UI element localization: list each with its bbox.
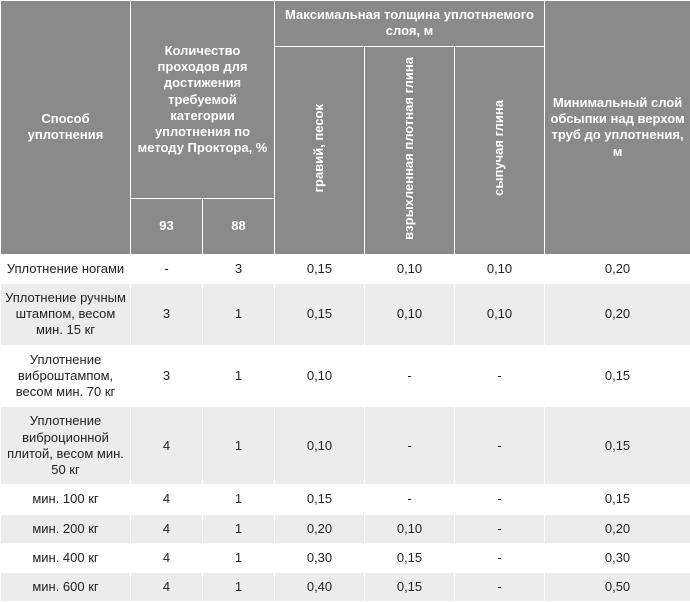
col-header-min-layer: Минимальный слой обсыпки над верхом труб… [545,1,690,255]
cell-gravel: 0,15 [275,283,365,345]
cell-gravel: 0,10 [275,407,365,485]
table-row: мин. 200 кг410,200,10-0,20 [1,514,690,543]
cell-min-layer: 0,30 [545,543,690,572]
cell-gravel: 0,10 [275,345,365,407]
cell-clay-flow: - [455,573,545,602]
cell-clay-flow: 0,10 [455,254,545,283]
cell-passes-88: 1 [203,283,275,345]
cell-method: Уплотнение ручным штампом, весом мин. 15… [1,283,131,345]
col-header-passes: Количество проходов для достижения требу… [131,1,275,199]
cell-gravel: 0,20 [275,514,365,543]
vertical-label: взрыхленная плотная глина [401,53,417,244]
cell-clay-flow: - [455,407,545,485]
cell-clay-loose: - [365,345,455,407]
cell-clay-loose: 0,15 [365,543,455,572]
cell-passes-93: 4 [131,573,203,602]
cell-clay-flow: - [455,543,545,572]
cell-min-layer: 0,20 [545,283,690,345]
cell-clay-loose: 0,10 [365,283,455,345]
vertical-label: гравий, песок [311,100,327,196]
cell-passes-88: 1 [203,407,275,485]
cell-clay-loose: 0,10 [365,514,455,543]
cell-clay-loose: 0,10 [365,254,455,283]
table-row: Уплотнение виброционной плитой, весом ми… [1,407,690,485]
cell-method: мин. 200 кг [1,514,131,543]
table-row: мин. 100 кг410,15--0,15 [1,485,690,514]
cell-passes-88: 1 [203,485,275,514]
cell-passes-93: 4 [131,485,203,514]
cell-passes-88: 1 [203,514,275,543]
cell-min-layer: 0,15 [545,485,690,514]
col-header-method: Способ уплотнения [1,1,131,255]
cell-gravel: 0,30 [275,543,365,572]
cell-clay-loose: - [365,407,455,485]
cell-passes-93: 4 [131,514,203,543]
cell-clay-flow: - [455,485,545,514]
table-row: мин. 400 кг410,300,15-0,30 [1,543,690,572]
col-subheader-clay-flow: сыпучая глина [455,46,545,254]
cell-gravel: 0,40 [275,573,365,602]
cell-passes-93: 4 [131,407,203,485]
cell-gravel: 0,15 [275,485,365,514]
cell-clay-flow: - [455,345,545,407]
cell-method: мин. 600 кг [1,573,131,602]
cell-min-layer: 0,50 [545,573,690,602]
cell-method: мин. 400 кг [1,543,131,572]
col-subheader-gravel: гравий, песок [275,46,365,254]
cell-passes-88: 1 [203,345,275,407]
cell-clay-loose: 0,15 [365,573,455,602]
table-row: Уплотнение ногами-30,150,100,100,20 [1,254,690,283]
cell-passes-93: - [131,254,203,283]
table-body: Уплотнение ногами-30,150,100,100,20Уплот… [1,254,690,602]
cell-passes-93: 3 [131,345,203,407]
col-header-thickness: Максимальная толщина уплотняемого слоя, … [275,1,545,47]
cell-clay-flow: 0,10 [455,283,545,345]
cell-min-layer: 0,20 [545,254,690,283]
cell-gravel: 0,15 [275,254,365,283]
cell-min-layer: 0,15 [545,345,690,407]
cell-min-layer: 0,20 [545,514,690,543]
cell-passes-88: 1 [203,573,275,602]
cell-min-layer: 0,15 [545,407,690,485]
cell-method: Уплотнение виброштампом, весом мин. 70 к… [1,345,131,407]
col-subheader-clay-loose: взрыхленная плотная глина [365,46,455,254]
cell-clay-loose: - [365,485,455,514]
cell-passes-93: 3 [131,283,203,345]
cell-method: Уплотнение ногами [1,254,131,283]
cell-clay-flow: - [455,514,545,543]
compaction-table: Способ уплотненияКоличество проходов для… [0,0,690,602]
table-row: Уплотнение ручным штампом, весом мин. 15… [1,283,690,345]
cell-passes-93: 4 [131,543,203,572]
cell-passes-88: 1 [203,543,275,572]
cell-passes-88: 3 [203,254,275,283]
col-subheader-88: 88 [203,199,275,254]
table-row: мин. 600 кг410,400,15-0,50 [1,573,690,602]
vertical-label: сыпучая глина [491,96,507,200]
table-row: Уплотнение виброштампом, весом мин. 70 к… [1,345,690,407]
cell-method: Уплотнение виброционной плитой, весом ми… [1,407,131,485]
col-subheader-93: 93 [131,199,203,254]
cell-method: мин. 100 кг [1,485,131,514]
